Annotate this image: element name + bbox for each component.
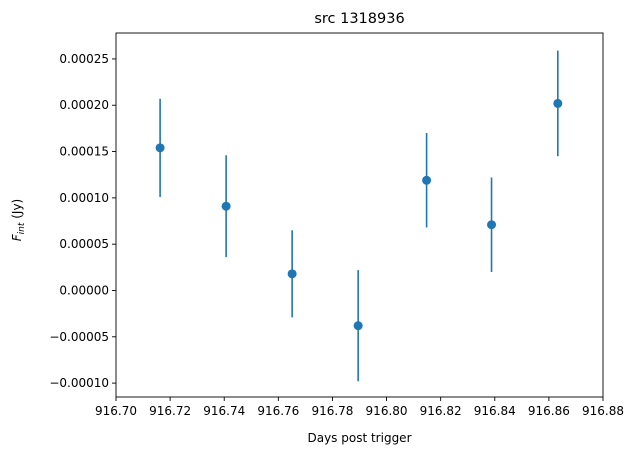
x-tick-label-5: 916.80 xyxy=(366,404,408,418)
y-tick-label-0: −0.00010 xyxy=(49,376,109,390)
y-tick-label-5: 0.00015 xyxy=(59,145,109,159)
x-tick-label-1: 916.72 xyxy=(149,404,191,418)
y-tick-label-6: 0.00020 xyxy=(59,98,109,112)
data-point-0 xyxy=(155,143,165,153)
data-point-6 xyxy=(553,98,563,108)
plot-area xyxy=(155,50,563,382)
y-axis-label-unit: (Jy) xyxy=(10,199,24,223)
y-axis-label-main: F xyxy=(10,233,24,241)
x-tick-label-6: 916.82 xyxy=(420,404,462,418)
data-point-1 xyxy=(221,201,231,211)
plot-frame xyxy=(115,32,604,398)
y-tick-label-2: 0.00000 xyxy=(59,283,109,297)
chart-title: src 1318936 xyxy=(314,11,404,27)
y-tick-label-4: 0.00010 xyxy=(59,191,109,205)
y-tick-label-1: −0.00005 xyxy=(49,330,109,344)
data-point-2 xyxy=(287,269,297,279)
x-tick-label-8: 916.86 xyxy=(528,404,570,418)
x-tick-label-7: 916.84 xyxy=(474,404,516,418)
y-axis-label-sub: int xyxy=(17,222,27,234)
data-point-3 xyxy=(353,321,363,331)
x-tick-label-4: 916.78 xyxy=(311,404,353,418)
y-tick-label-7: 0.00025 xyxy=(59,52,109,66)
x-tick-label-2: 916.74 xyxy=(203,404,245,418)
x-tick-label-9: 916.88 xyxy=(582,404,624,418)
y-axis-label: Fint (Jy) xyxy=(10,199,27,241)
data-point-5 xyxy=(487,220,497,230)
data-point-4 xyxy=(422,175,432,185)
x-tick-label-3: 916.76 xyxy=(257,404,299,418)
x-axis-label: Days post trigger xyxy=(307,431,411,445)
y-tick-label-3: 0.00005 xyxy=(59,237,109,251)
x-tick-label-0: 916.70 xyxy=(95,404,137,418)
axes: 916.70 916.72 916.74 916.76 916.78 916.80 916.… xyxy=(49,32,624,418)
